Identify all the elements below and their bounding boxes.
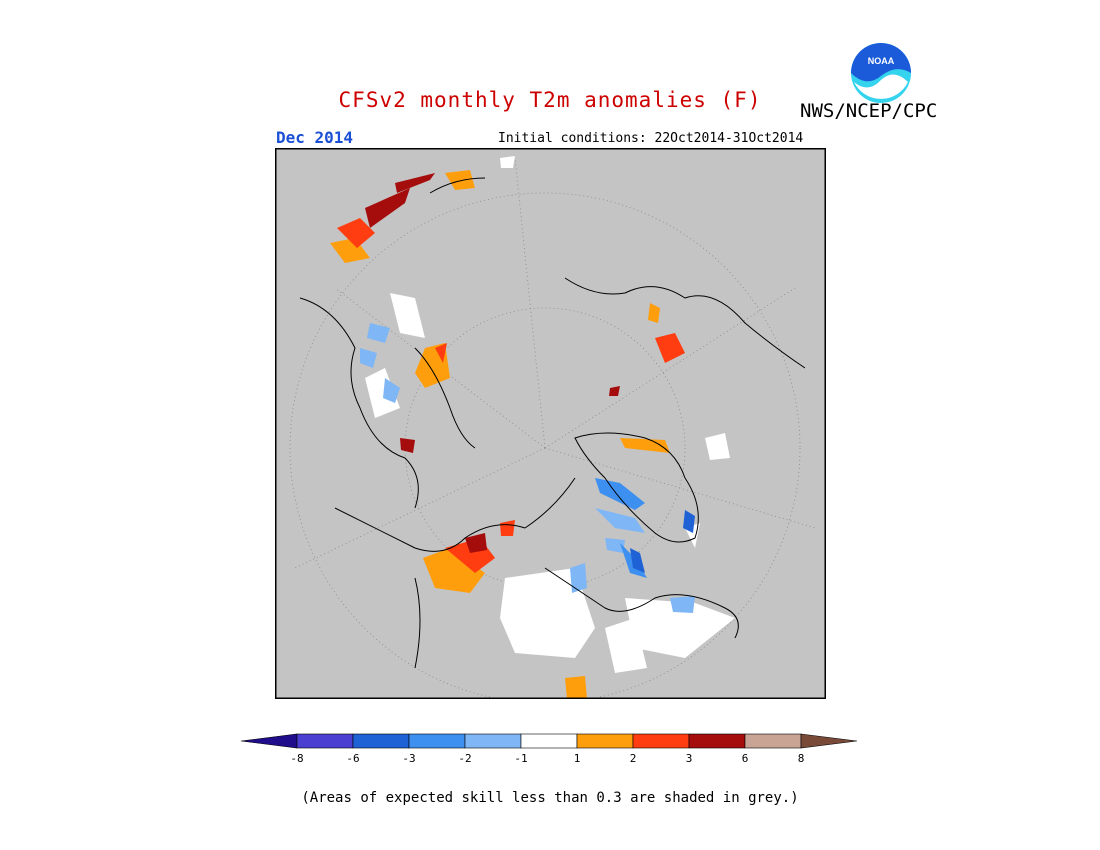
legend-tick-label: -6 <box>346 752 359 765</box>
warm-regions-moderate <box>337 218 685 573</box>
legend-tick-label: -2 <box>458 752 471 765</box>
legend-tick-label: 1 <box>574 752 581 765</box>
noaa-logo-text: NOAA <box>868 56 895 66</box>
legend-bin-highest <box>800 733 858 749</box>
legend-tick-label: -1 <box>514 752 527 765</box>
neutral-regions <box>365 156 735 673</box>
agency-label: NWS/NCEP/CPC <box>800 100 938 122</box>
map-frame <box>275 148 826 699</box>
initial-conditions: Initial conditions: 22Oct2014-31Oct2014 <box>498 131 804 146</box>
legend-tick-label: 6 <box>742 752 749 765</box>
legend-bin <box>464 733 522 749</box>
legend-bin <box>352 733 410 749</box>
legend-tick-label: -8 <box>290 752 303 765</box>
color-bar-legend: -8 -6 -3 -2 -1 1 2 3 6 8 <box>240 733 858 765</box>
forecast-month: Dec 2014 <box>276 128 354 147</box>
legend-tick-label: 3 <box>686 752 693 765</box>
legend-bin <box>576 733 634 749</box>
legend-bin <box>408 733 466 749</box>
legend-bin <box>632 733 690 749</box>
legend-tick-label: -3 <box>402 752 415 765</box>
legend-bin <box>520 733 578 749</box>
legend-tick-label: 8 <box>798 752 805 765</box>
noaa-logo: NOAA <box>851 43 911 103</box>
polar-map <box>275 148 826 699</box>
legend-bin <box>296 733 354 749</box>
map-title: CFSv2 monthly T2m anomalies (F) <box>338 88 762 112</box>
cool-regions-strong <box>630 510 695 573</box>
warm-regions-strong <box>365 173 620 553</box>
skill-note: (Areas of expected skill less than 0.3 a… <box>301 790 799 806</box>
cool-regions-light <box>360 323 695 613</box>
legend-bin-lowest <box>240 733 298 749</box>
legend-bin <box>744 733 802 749</box>
coastlines <box>299 177 806 669</box>
legend-bin <box>688 733 746 749</box>
legend-tick-label: 2 <box>630 752 637 765</box>
